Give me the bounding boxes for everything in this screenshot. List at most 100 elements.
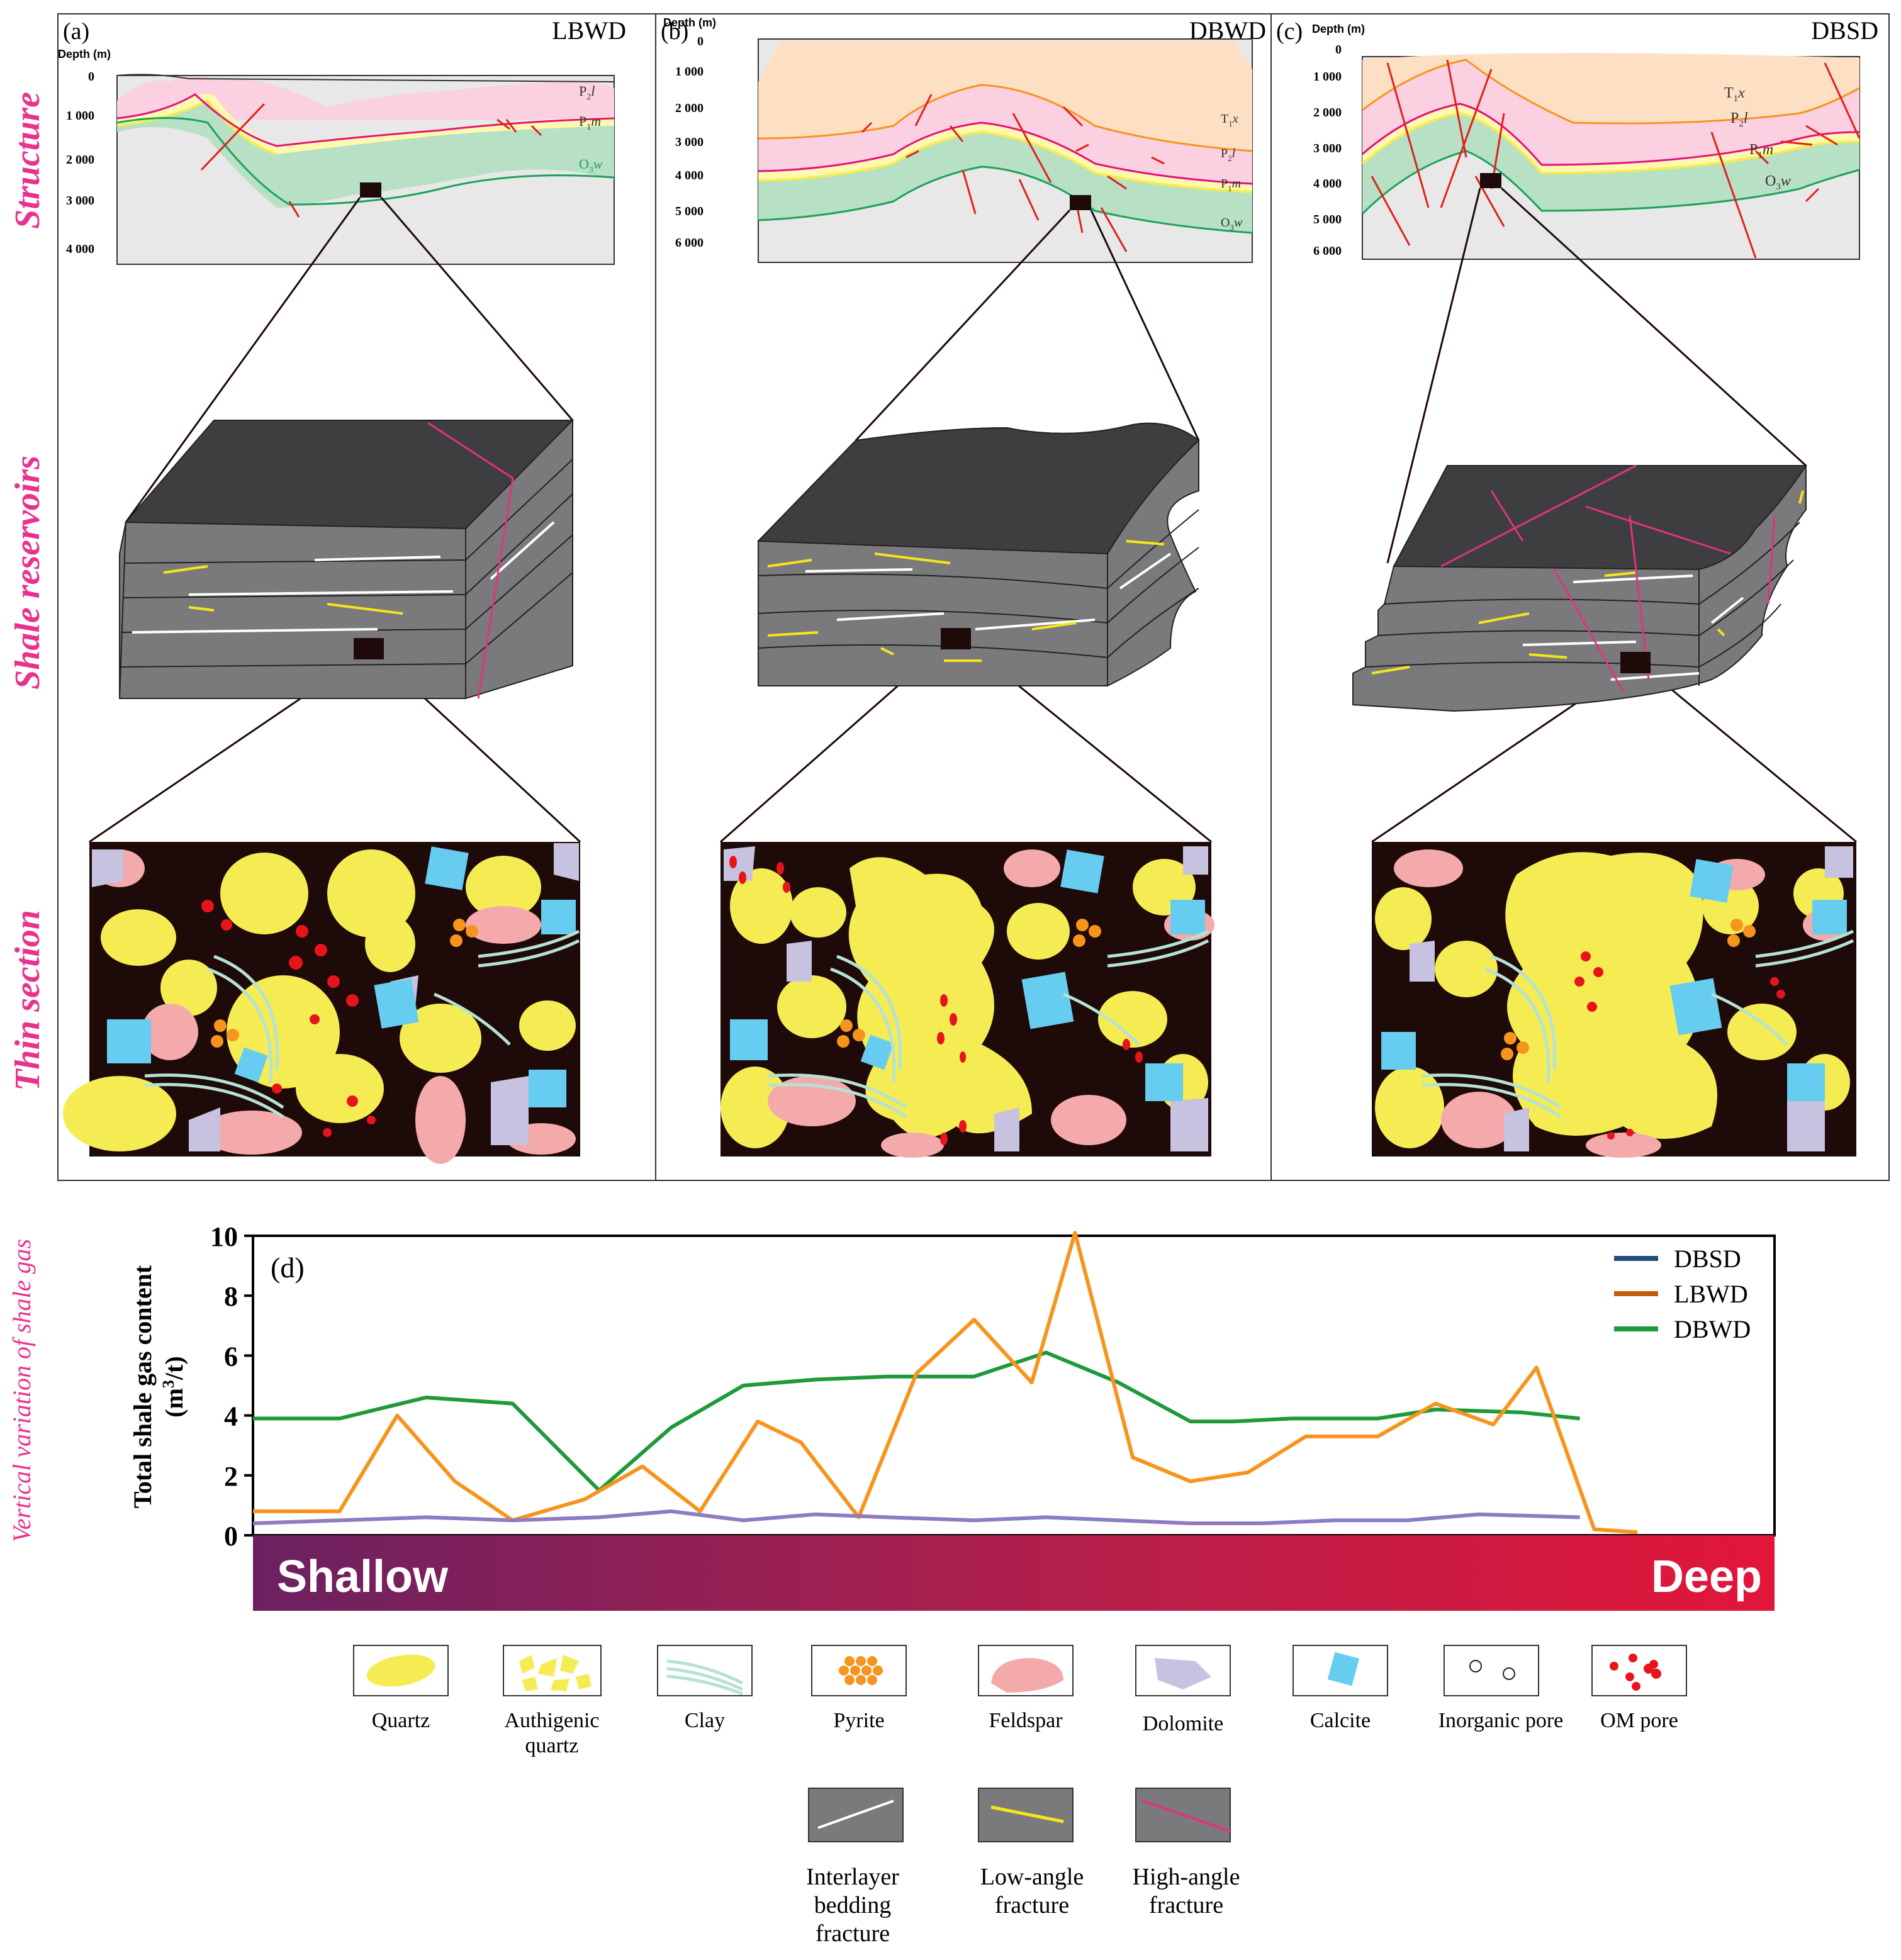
legend-label-line2: quartz	[525, 1734, 579, 1757]
panel-d: (d) Total shale gas content (m3/t) 0 2 4 6 8…	[128, 1221, 1776, 1611]
legend-item-authigenic-quartz: Authigenic quartz	[503, 1645, 602, 1757]
depth-tick: 3 000	[675, 135, 704, 149]
y-tick-label: 10	[210, 1221, 238, 1252]
legend-label: Feldspar	[989, 1709, 1063, 1732]
panel-b-section: T1x P2l P1m O3w	[758, 38, 1253, 263]
legend-item-pyrite: Pyrite	[811, 1645, 907, 1732]
legend-label: Dolomite	[1143, 1712, 1223, 1735]
panel-a-label: (a)	[63, 18, 89, 45]
legend-label-line3: fracture	[816, 1920, 890, 1947]
panel-a-title: LBWD	[552, 16, 626, 45]
panel-a-thin-section	[63, 842, 580, 1164]
y-axis-title: Total shale gas content (m3/t)	[128, 1265, 188, 1508]
legend-label: Pyrite	[833, 1709, 884, 1732]
row-titles: Structure Shale reservoirs Thin section …	[8, 92, 47, 1542]
legend-label-line2: fracture	[1149, 1892, 1223, 1918]
panel-c-section: T1x P2l P1m O3w	[1361, 53, 1861, 260]
legend-label-dbwd: DBWD	[1674, 1315, 1751, 1343]
depth-tick: 5 000	[1313, 213, 1342, 227]
chart-frame	[252, 1235, 1776, 1537]
panel-b-depth-label: Depth (m)	[663, 16, 716, 29]
depth-tick: 3 000	[66, 194, 94, 208]
panel-a-depth-ticks: 0 1 000 2 000 3 000 4 000	[66, 70, 94, 256]
row-title-reservoirs: Shale reservoirs	[8, 456, 47, 690]
legend-item-dolomite: Dolomite	[1135, 1645, 1231, 1735]
depth-tick: 5 000	[675, 204, 704, 218]
depth-tick: 1 000	[66, 109, 94, 123]
panel-b-depth-ticks: 0 1 000 2 000 3 000 4 000 5 000 6 000	[675, 35, 704, 250]
legend-item-inorganic-pore: Inorganic pore	[1438, 1645, 1564, 1732]
row-title-thin-section: Thin section	[8, 910, 47, 1091]
legend-item-interlayer-fracture: Interlayer bedding fracture	[806, 1788, 904, 1947]
depth-tick: 0	[88, 70, 94, 84]
panel-d-label: (d)	[271, 1252, 305, 1284]
row-title-structure: Structure	[8, 92, 47, 229]
panel-c-title: DBSD	[1811, 16, 1878, 45]
panel-c-depth-ticks: 0 1 000 2 000 3 000 4 000 5 000 6 000	[1313, 43, 1342, 258]
depth-tick: 6 000	[675, 236, 704, 250]
depth-tick: 6 000	[1313, 244, 1342, 258]
panel-c-block	[1352, 464, 1807, 712]
legend-label: Quartz	[372, 1709, 430, 1732]
series-lines	[252, 1231, 1638, 1535]
y-tick-label: 8	[224, 1281, 238, 1312]
legend-item-clay: Clay	[657, 1645, 753, 1732]
legend-label-lbwd: LBWD	[1674, 1280, 1748, 1308]
depth-tick: 0	[1335, 43, 1342, 57]
legend-label: Calcite	[1310, 1709, 1371, 1732]
legend-label: Inorganic pore	[1438, 1709, 1564, 1732]
legend-label-line2: bedding	[814, 1892, 891, 1918]
depth-tick: 3 000	[1313, 142, 1342, 155]
legend-label-dbsd: DBSD	[1674, 1245, 1741, 1273]
panel-b-block	[756, 422, 1200, 686]
panel-a-depth-label: Depth (m)	[58, 48, 111, 60]
depth-tick: 4 000	[675, 169, 704, 182]
panel-c: (c) DBSD Depth (m) 0 1 000 2 000 3 000 4…	[1276, 16, 1878, 1158]
y-tick-label: 2	[224, 1461, 238, 1492]
legend-item-feldspar: Feldspar	[978, 1645, 1074, 1732]
y-axis-title-line1: Total shale gas content	[128, 1265, 157, 1508]
depth-tick: 2 000	[66, 153, 94, 167]
panel-a-section: P2l P1m O3w	[116, 74, 615, 265]
svg-text:P2l: P2l	[1221, 147, 1236, 163]
legend-label: OM pore	[1600, 1709, 1678, 1732]
panel-a-block	[118, 419, 575, 699]
y-tick-label: 0	[224, 1521, 238, 1552]
panel-c-label: (c)	[1276, 18, 1303, 45]
legend-label: Interlayer	[806, 1864, 899, 1890]
row-title-vertical: Vertical variation of shale gas	[8, 1239, 36, 1542]
panel-b-label: (b)	[661, 18, 688, 45]
y-axis-title-line2: (m3/t)	[159, 1356, 188, 1417]
legend-item-quartz: Quartz	[353, 1645, 449, 1732]
legend-item-calcite: Calcite	[1293, 1645, 1388, 1732]
y-tick-label: 6	[224, 1341, 238, 1372]
panel-frames	[57, 13, 1890, 1181]
legend-item-low-angle-fracture: Low-angle fracture	[978, 1788, 1084, 1918]
depth-gradient-bar	[253, 1535, 1775, 1611]
svg-text:O3w: O3w	[1765, 173, 1791, 192]
legend-label: Clay	[685, 1709, 725, 1732]
gradient-label-deep: Deep	[1651, 1552, 1762, 1602]
panel-b-thin-section	[721, 842, 1214, 1158]
series-line-dbwd	[253, 1350, 1580, 1492]
mineral-legend: Quartz Authigenic quartz Clay Pyrite Fel…	[353, 1645, 1687, 1947]
depth-tick: 2 000	[675, 101, 704, 115]
legend-label: Low-angle	[980, 1864, 1084, 1890]
panel-c-thin-section	[1372, 842, 1856, 1158]
depth-tick: 1 000	[1313, 70, 1342, 84]
legend-label: Authigenic	[504, 1709, 599, 1732]
legend-label: High-angle	[1133, 1864, 1240, 1890]
chart-legend: DBSD LBWD DBWD	[1614, 1245, 1751, 1343]
legend-label-line2: fracture	[995, 1892, 1069, 1918]
panel-c-depth-label: Depth (m)	[1312, 23, 1365, 35]
legend-item-high-angle-fracture: High-angle fracture	[1133, 1788, 1240, 1918]
panel-a: (a) LBWD Depth (m) 0 1 000 2 000 3 000 4…	[58, 16, 626, 1164]
y-ticks: 0 2 4 6 8 10	[210, 1221, 253, 1552]
depth-tick: 2 000	[1313, 106, 1342, 120]
depth-tick: 4 000	[1313, 177, 1342, 191]
depth-tick: 4 000	[66, 242, 94, 256]
legend-item-om-pore: OM pore	[1591, 1645, 1687, 1732]
gradient-label-shallow: Shallow	[277, 1552, 449, 1602]
y-tick-label: 4	[224, 1401, 238, 1432]
